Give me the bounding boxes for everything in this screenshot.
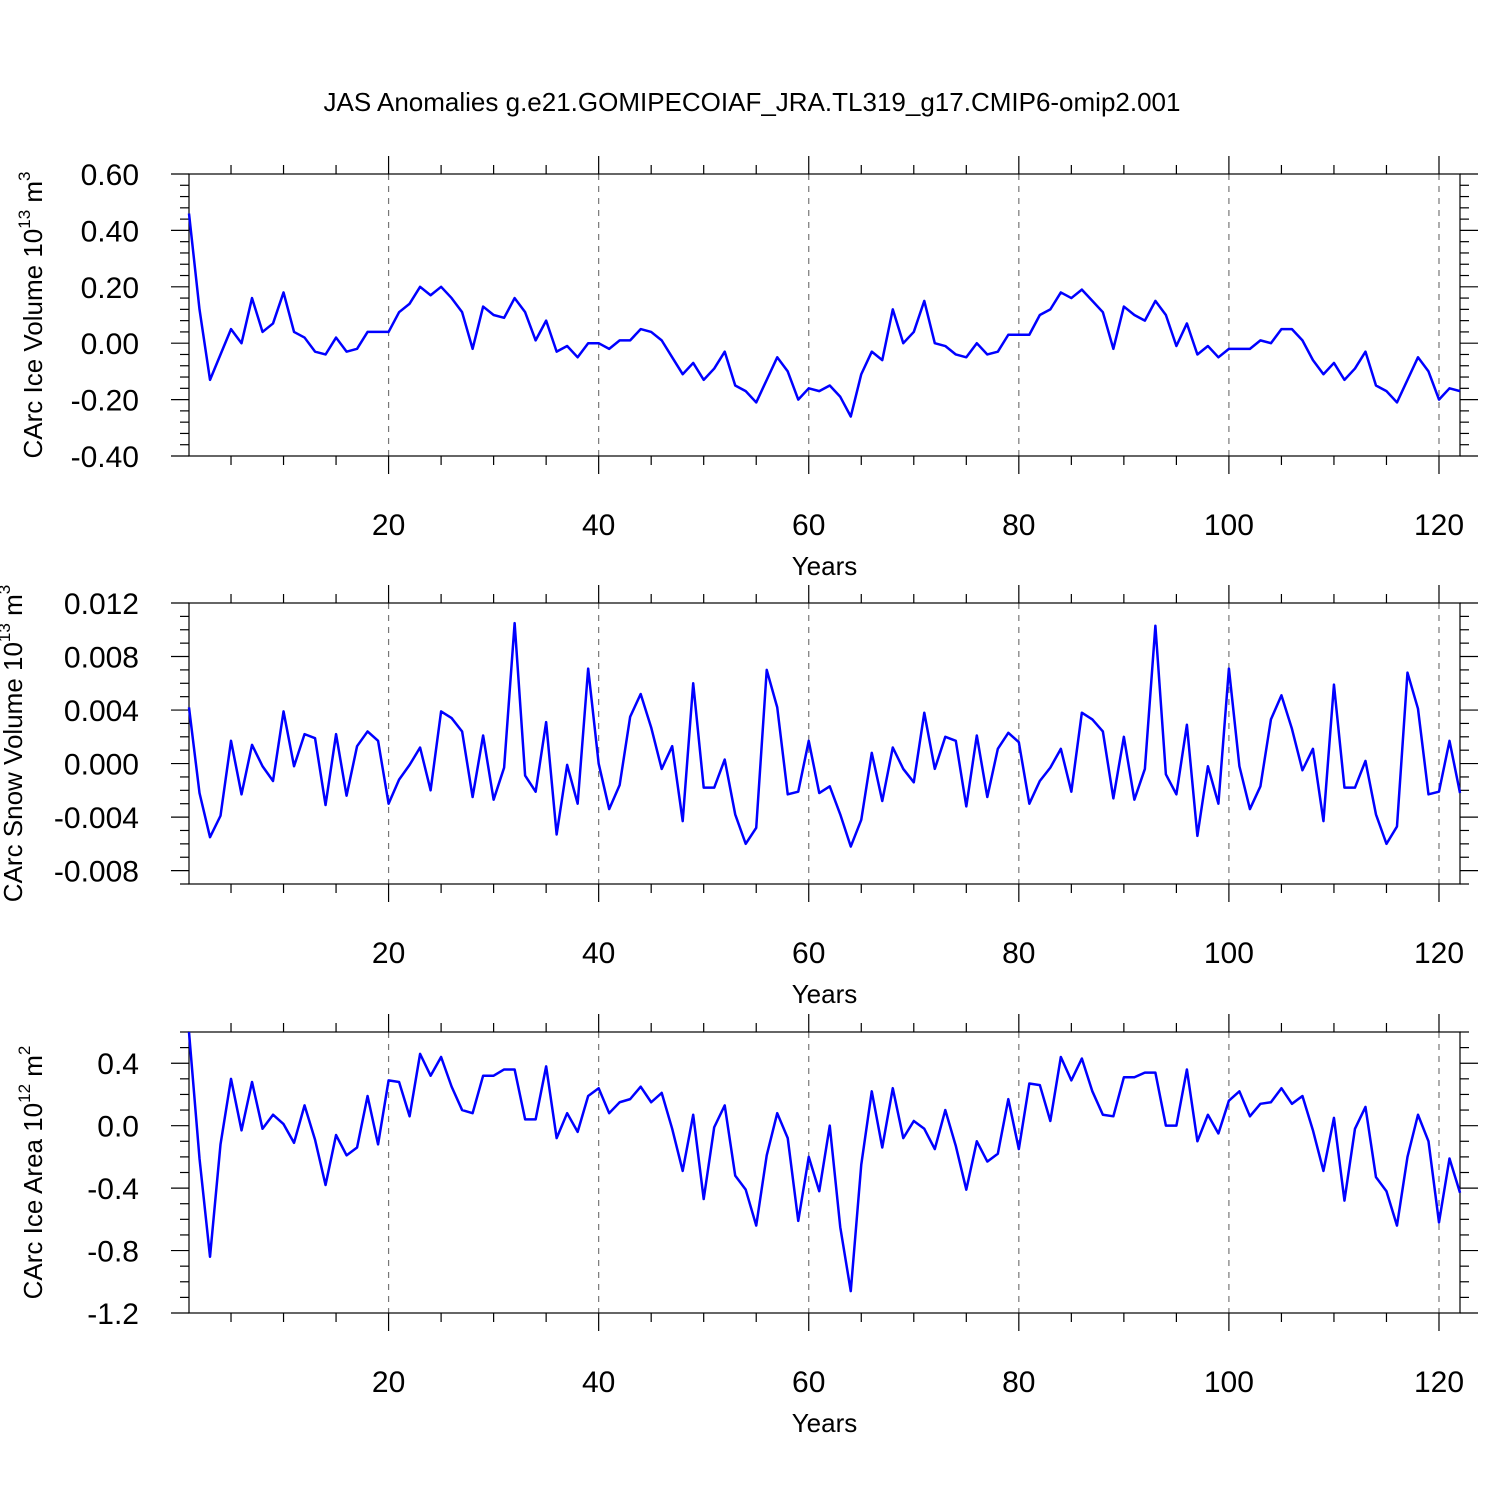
y-tick-label: 0.004 xyxy=(64,695,139,728)
y-axis-label-part: CArc Ice Area 10 xyxy=(18,1103,48,1300)
x-tick-label: 100 xyxy=(1204,509,1254,542)
y-axis-label: CArc Ice Area 1012 m2 xyxy=(15,1046,48,1300)
x-tick-label: 20 xyxy=(372,1366,405,1399)
x-tick-label: 40 xyxy=(582,1366,615,1399)
x-tick-label: 20 xyxy=(372,937,405,970)
x-tick-label: 100 xyxy=(1204,1366,1254,1399)
series-line xyxy=(187,213,1461,418)
x-tick-label: 40 xyxy=(582,937,615,970)
x-tick-label: 60 xyxy=(792,509,825,542)
x-axis-label: Years xyxy=(792,1408,858,1438)
y-axis-label-part: m xyxy=(18,1055,48,1084)
x-tick-label: 80 xyxy=(1002,937,1035,970)
y-tick-label: -0.20 xyxy=(71,385,139,418)
plot-frame xyxy=(188,602,1461,885)
y-tick-label: -1.2 xyxy=(87,1298,139,1331)
plot-frame xyxy=(188,173,1461,457)
y-tick-label: 0.60 xyxy=(81,159,139,192)
y-axis-label-superscript: 13 xyxy=(15,210,34,229)
y-tick-label: 0.40 xyxy=(81,215,139,248)
y-axis-label: CArc Ice Volume 1013 m3 xyxy=(15,171,48,458)
y-tick-label: 0.000 xyxy=(64,749,139,782)
x-tick-label: 60 xyxy=(792,1366,825,1399)
y-axis-label-superscript: 13 xyxy=(0,623,14,642)
x-tick-label: 20 xyxy=(372,509,405,542)
ice-volume-panel: 20 40 60 80 100 120 Years -0.40 -0.20 0.00 0.20 0.4… xyxy=(15,156,1478,581)
x-axis-label: Years xyxy=(792,979,858,1009)
y-axis-label-superscript: 3 xyxy=(15,171,34,180)
y-axis-label-part: CArc Ice Volume 10 xyxy=(18,229,48,459)
x-tick-label: 80 xyxy=(1002,1366,1035,1399)
y-tick-label: 0.008 xyxy=(64,642,139,675)
x-tick-label: 120 xyxy=(1414,1366,1464,1399)
x-tick-label: 80 xyxy=(1002,509,1035,542)
y-tick-label: -0.008 xyxy=(54,856,139,889)
y-axis-label-part: m xyxy=(0,594,28,623)
x-tick-label: 100 xyxy=(1204,937,1254,970)
y-tick-label: -0.8 xyxy=(87,1236,139,1269)
chart-title: JAS Anomalies g.e21.GOMIPECOIAF_JRA.TL31… xyxy=(324,87,1181,117)
y-axis-label-part: CArc Snow Volume 10 xyxy=(0,642,28,902)
snow-volume-panel: 20 40 60 80 100 120 Years -0.008 -0.004 0.000 0.00… xyxy=(0,585,1478,1009)
y-tick-label: 0.012 xyxy=(64,588,139,621)
y-axis-label: CArc Snow Volume 1013 m3 xyxy=(0,585,28,902)
y-tick-label: 0.0 xyxy=(97,1111,139,1144)
y-tick-label: -0.004 xyxy=(54,802,139,835)
x-tick-label: 120 xyxy=(1414,509,1464,542)
series-line xyxy=(187,621,1462,848)
y-tick-label: 0.4 xyxy=(97,1048,139,1081)
y-tick-label: 0.00 xyxy=(81,328,139,361)
y-tick-label: -0.4 xyxy=(87,1173,139,1206)
x-axis-label: Years xyxy=(792,551,858,581)
x-tick-label: 120 xyxy=(1414,937,1464,970)
ice-area-panel: 20 40 60 80 100 120 Years -1.2 -0.8 -0.4 0.0 0.4 CAr… xyxy=(15,1014,1478,1438)
x-tick-label: 60 xyxy=(792,937,825,970)
y-axis-label-part: m xyxy=(18,181,48,210)
x-tick-label: 40 xyxy=(582,509,615,542)
y-tick-label: 0.20 xyxy=(81,272,139,305)
series-line xyxy=(187,1031,1462,1293)
y-axis-label-superscript: 3 xyxy=(0,585,14,594)
y-tick-label: -0.40 xyxy=(71,441,139,474)
y-axis-label-superscript: 2 xyxy=(15,1046,34,1055)
y-axis-label-superscript: 12 xyxy=(15,1084,34,1103)
